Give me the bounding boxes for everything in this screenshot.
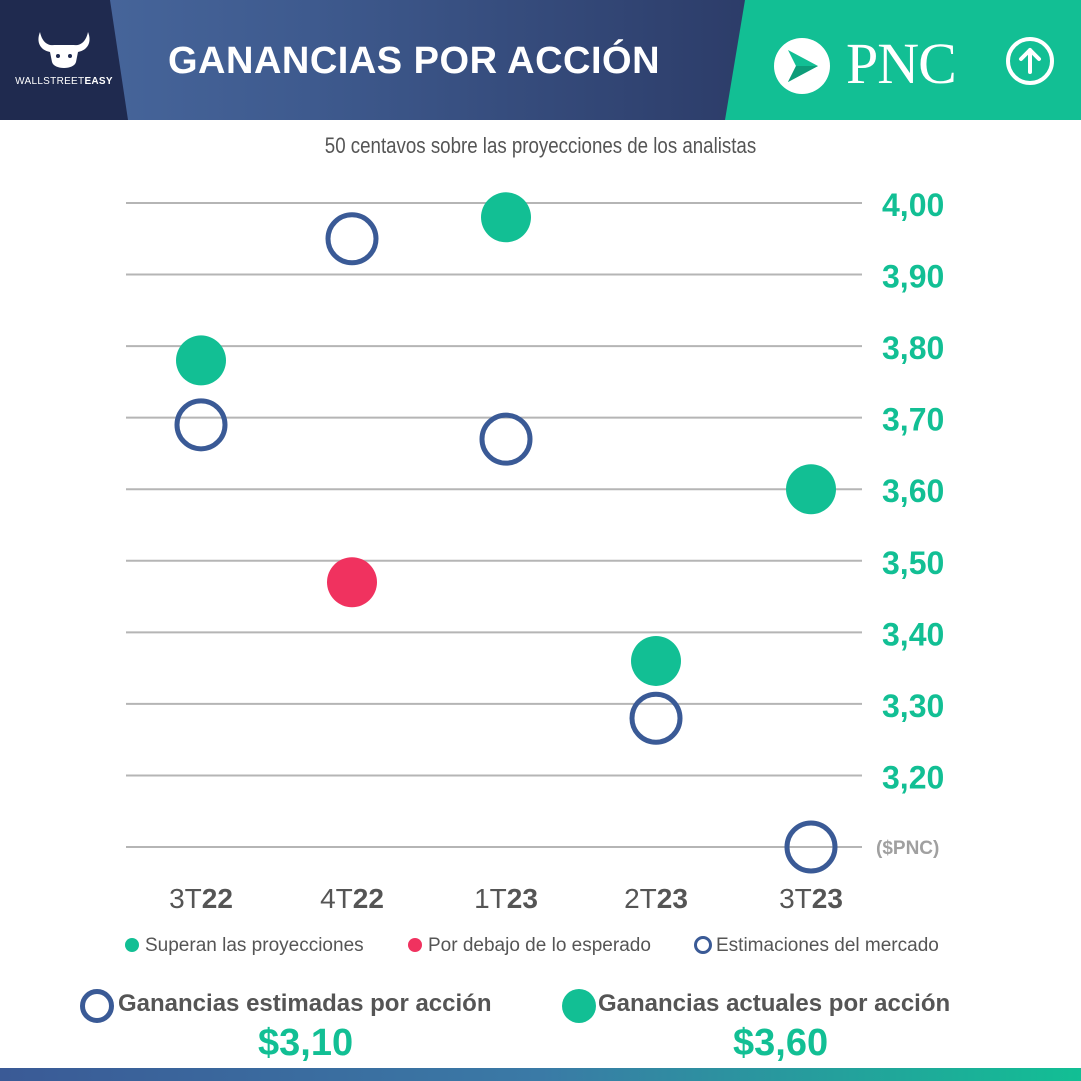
x-tick-label: 1T23 xyxy=(474,883,538,914)
page-title: GANANCIAS POR ACCIÓN xyxy=(168,40,661,82)
header-title-panel xyxy=(110,0,780,120)
legend-item-estimate: Estimaciones del mercado xyxy=(694,935,939,957)
y-unit-label: ($PNC) xyxy=(876,838,939,859)
header: WALLSTREETEASY GANANCIAS POR ACCIÓN PNC xyxy=(0,0,1081,120)
actual-eps-label: Ganancias actuales por acción xyxy=(598,990,951,1017)
legend-marker-red xyxy=(408,938,422,952)
actual-beat-point xyxy=(176,335,226,386)
y-tick-label: 3,50 xyxy=(882,545,944,581)
y-tick-label: 3,20 xyxy=(882,759,944,795)
y-tick-label: 4,00 xyxy=(882,187,944,223)
actual-beat-point xyxy=(481,192,531,243)
y-tick-label: 3,90 xyxy=(882,259,944,295)
x-tick-label: 3T23 xyxy=(779,883,843,914)
brand-logo: WALLSTREETEASY xyxy=(14,28,114,98)
estimate-point xyxy=(629,691,683,745)
legend-label: Estimaciones del mercado xyxy=(716,935,939,956)
estimate-point xyxy=(479,412,533,466)
legend-item-beat: Superan las proyecciones xyxy=(125,935,364,957)
actual-beat-point xyxy=(786,464,836,515)
y-tick-label: 3,80 xyxy=(882,330,944,366)
x-tick-label: 2T23 xyxy=(624,883,688,914)
legend-label: Superan las proyecciones xyxy=(145,935,364,956)
estimate-point xyxy=(174,398,228,452)
actual-marker xyxy=(562,989,596,1023)
estimated-eps-label: Ganancias estimadas por acción xyxy=(118,990,492,1017)
legend-item-miss: Por debajo de lo esperado xyxy=(408,935,651,957)
pnc-logo-icon xyxy=(774,38,830,94)
actual-beat-point xyxy=(631,635,681,686)
bottom-accent-bar xyxy=(0,1068,1081,1081)
x-tick-label: 3T22 xyxy=(169,883,233,914)
estimate-point xyxy=(325,212,379,266)
estimated-eps-value: $3,10 xyxy=(258,1022,354,1064)
company-name: PNC xyxy=(846,31,957,96)
estimated-marker xyxy=(80,989,114,1023)
brand-name: WALLSTREETEASY xyxy=(15,76,113,87)
legend-marker-green xyxy=(125,938,139,952)
y-tick-label: 3,70 xyxy=(882,402,944,438)
x-tick-label: 4T22 xyxy=(320,883,384,914)
legend-marker-blue-hollow xyxy=(694,936,712,954)
legend-label: Por debajo de lo esperado xyxy=(428,935,651,956)
arrow-up-circle-icon xyxy=(1006,37,1054,85)
y-tick-label: 3,60 xyxy=(882,473,944,509)
actual-miss-point xyxy=(327,557,377,608)
y-tick-label: 3,40 xyxy=(882,616,944,652)
y-tick-label: 3,30 xyxy=(882,688,944,724)
actual-eps-value: $3,60 xyxy=(733,1022,829,1064)
estimate-point xyxy=(784,820,838,874)
chart-subtitle: 50 centavos sobre las proyecciones de lo… xyxy=(324,133,757,158)
bull-horns-icon xyxy=(38,32,90,68)
